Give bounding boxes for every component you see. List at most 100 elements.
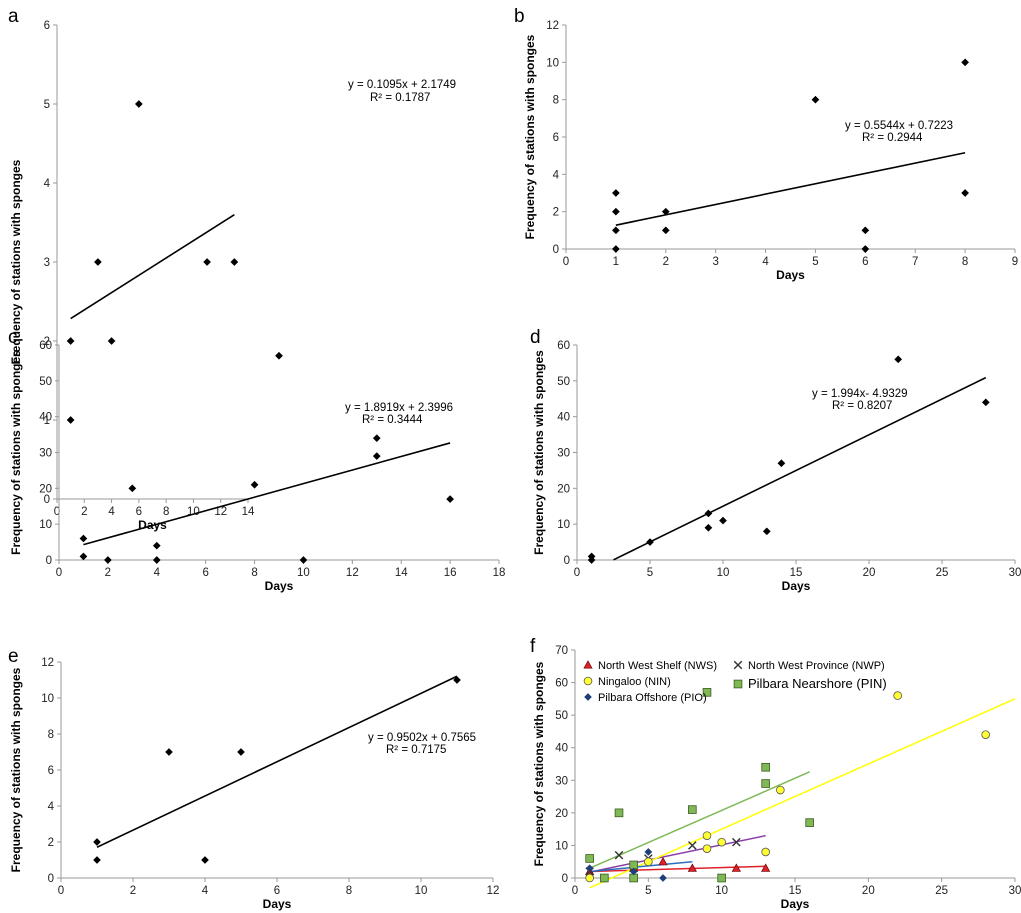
panel-letter: c — [8, 327, 18, 348]
data-point — [600, 873, 609, 883]
y-tick-label: 20 — [39, 483, 52, 495]
panel-letter: a — [8, 6, 19, 27]
y-tick-label: 2 — [553, 207, 559, 219]
x-tick-label: 20 — [862, 885, 875, 897]
r-squared-label: R² = 0.7175 — [386, 744, 446, 756]
data-point — [762, 527, 771, 536]
data-point — [981, 398, 990, 407]
y-tick-label: 30 — [555, 775, 568, 787]
x-tick-label: 25 — [935, 885, 948, 897]
x-tick-label: 4 — [762, 256, 769, 268]
data-point — [761, 779, 770, 788]
data-point — [644, 847, 653, 856]
data-point-stroke-2 — [732, 837, 741, 847]
y-tick-label: 10 — [557, 519, 570, 531]
x-axis-label: Days — [265, 579, 294, 593]
y-tick-label: 50 — [555, 710, 568, 722]
trendline — [613, 376, 987, 561]
trendline — [615, 151, 966, 226]
panel-letter: d — [530, 327, 541, 348]
x-tick-label: 8 — [962, 256, 968, 268]
x-tick-label: 10 — [717, 567, 730, 579]
y-tick-label: 10 — [555, 840, 568, 852]
panel-letter: b — [514, 6, 525, 27]
data-point — [66, 416, 75, 424]
x-tick-label: 20 — [863, 567, 876, 579]
data-point — [894, 355, 903, 364]
data-point — [614, 850, 624, 860]
x-tick-label: 0 — [563, 256, 569, 268]
y-tick-label: 60 — [557, 340, 570, 352]
data-point — [128, 484, 137, 493]
r-squared-label: R² = 0.1787 — [370, 92, 430, 104]
r-squared-label: R² = 0.8207 — [832, 400, 892, 412]
x-tick-label: 8 — [163, 506, 169, 518]
trendline — [83, 442, 451, 546]
y-tick-label: 2 — [44, 336, 50, 348]
x-tick-label: 8 — [346, 885, 352, 897]
data-point — [661, 207, 670, 216]
data-point — [717, 873, 726, 883]
data-point — [702, 688, 712, 697]
x-tick-label: 30 — [1009, 885, 1021, 897]
x-axis-label: Days — [781, 897, 810, 911]
data-point — [961, 58, 970, 67]
r-squared-label: R² = 0.2944 — [862, 132, 923, 144]
data-point — [659, 874, 667, 882]
data-point — [704, 509, 713, 518]
data-point — [585, 873, 594, 883]
x-tick-label: 6 — [862, 256, 868, 268]
x-tick-label: 8 — [251, 567, 257, 579]
x-tick-label: 6 — [136, 506, 142, 518]
y-tick-label: 12 — [41, 657, 54, 669]
x-tick-label: 5 — [645, 885, 651, 897]
data-point — [611, 207, 620, 216]
y-tick-label: 0 — [553, 244, 559, 256]
legend-marker — [583, 676, 593, 686]
x-tick-label: 16 — [444, 567, 457, 579]
legend-marker — [733, 660, 743, 670]
data-point — [614, 808, 624, 818]
x-tick-label: 0 — [56, 567, 62, 579]
x-tick-label: 2 — [81, 506, 87, 518]
y-tick-label: 3 — [44, 257, 50, 269]
data-point-stroke-2 — [688, 841, 697, 850]
trendline-4 — [589, 860, 693, 873]
y-tick-label: 60 — [555, 678, 568, 690]
x-tick-label: 18 — [493, 567, 506, 579]
data-point — [372, 434, 381, 443]
data-point — [893, 691, 902, 700]
trendline-2 — [589, 698, 1016, 889]
data-point — [107, 337, 116, 345]
data-point — [611, 245, 620, 253]
x-tick-label: 2 — [663, 256, 669, 268]
data-point — [585, 864, 594, 873]
y-tick-label: 4 — [553, 169, 560, 181]
y-tick-label: 8 — [553, 95, 559, 107]
data-point — [165, 748, 173, 756]
data-point — [299, 556, 308, 564]
trend-equation: y = 1.994x- 4.9329 — [812, 388, 908, 400]
trendline — [96, 675, 458, 849]
data-point — [961, 189, 970, 197]
panel-e: e 0 2 4 6 8 10 12 0 2 4 6 8 10 12 Days Frequency of stat… — [8, 646, 499, 911]
x-tick-label: 12 — [214, 506, 227, 518]
data-point — [585, 854, 594, 863]
x-tick-label: 12 — [487, 885, 500, 897]
x-tick-label: 25 — [936, 567, 949, 579]
panel-a: a012345602468101214DaysFrequency of stat… — [8, 6, 456, 532]
x-tick-label: 4 — [154, 567, 161, 579]
data-point — [611, 189, 620, 197]
legend-label: North West Shelf (NWS) — [598, 660, 717, 672]
y-tick-label: 50 — [557, 376, 570, 388]
data-point — [717, 837, 726, 847]
legend-marker-stroke-2 — [733, 660, 743, 670]
legend-marker — [733, 679, 743, 689]
data-point — [93, 856, 101, 864]
x-tick-label: 1 — [613, 256, 619, 268]
y-tick-label: 40 — [39, 412, 52, 424]
data-point — [103, 556, 112, 564]
y-axis-label: Frequency of stations with sponges — [532, 661, 546, 866]
y-tick-label: 40 — [557, 412, 570, 424]
